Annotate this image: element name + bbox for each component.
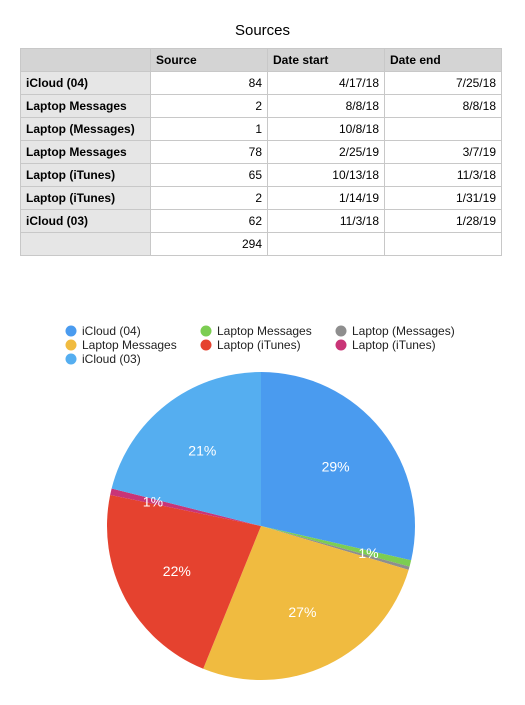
- legend-swatch: [200, 325, 212, 337]
- table-row: Laptop Messages 78 2/25/19 3/7/19: [20, 140, 502, 164]
- cell-date-end: [384, 117, 502, 141]
- cell-date-start: 2/25/19: [267, 140, 385, 164]
- cell-source: 2: [150, 94, 268, 118]
- legend-swatch: [65, 353, 77, 365]
- table-header-row: Source Date start Date end: [20, 48, 502, 72]
- chart-legend: iCloud (04) Laptop Messages Laptop (Messag…: [65, 324, 455, 366]
- cell-source: 62: [150, 209, 268, 233]
- header-date-end: Date end: [384, 48, 502, 72]
- cell-date-start: 1/14/19: [267, 186, 385, 210]
- pie-chart: iCloud (04) Laptop Messages Laptop (Messag…: [65, 324, 455, 681]
- pie-slice: [110, 488, 261, 526]
- pie-slice: [261, 526, 410, 570]
- legend-entry: iCloud (03): [82, 352, 141, 366]
- row-name: Laptop Messages: [20, 140, 151, 164]
- table-total-row: 294: [20, 232, 502, 256]
- pie-slice: [261, 526, 412, 567]
- cell-source: 1: [150, 117, 268, 141]
- slice-percent-label: 22%: [163, 563, 191, 579]
- table-row: Laptop (iTunes) 2 1/14/19 1/31/19: [20, 186, 502, 210]
- table-title: Sources: [234, 22, 291, 39]
- cell-date-end: 3/7/19: [384, 140, 502, 164]
- slice-percent-label: 1%: [358, 545, 378, 561]
- pie-labels: 29% 1% 27% 22% 1% 21%: [143, 443, 379, 620]
- cell-source: 84: [150, 71, 268, 95]
- cell-total: 294: [150, 232, 268, 256]
- cell-date-start: 8/8/18: [267, 94, 385, 118]
- pie-slices: [106, 372, 416, 681]
- table-row: Laptop (Messages) 1 10/8/18: [20, 117, 502, 141]
- row-name: iCloud (04): [20, 71, 151, 95]
- row-name: Laptop (Messages): [20, 117, 151, 141]
- cell-date-end: 1/28/19: [384, 209, 502, 233]
- total-row-name: [20, 232, 151, 256]
- legend-swatch: [335, 339, 347, 351]
- cell-date-end: 7/25/18: [384, 71, 502, 95]
- cell-date-start: 4/17/18: [267, 71, 385, 95]
- legend-entry: Laptop (iTunes): [352, 338, 436, 352]
- row-name: Laptop (iTunes): [20, 186, 151, 210]
- cell-date-start: 11/3/18: [267, 209, 385, 233]
- row-name: Laptop Messages: [20, 94, 151, 118]
- cell-source: 65: [150, 163, 268, 187]
- cell-source: 78: [150, 140, 268, 164]
- table-row: iCloud (04) 84 4/17/18 7/25/18: [20, 71, 502, 95]
- cell-empty: [267, 232, 385, 256]
- table-row: iCloud (03) 62 11/3/18 1/28/19: [20, 209, 502, 233]
- header-source: Source: [150, 48, 268, 72]
- cell-date-start: 10/8/18: [267, 117, 385, 141]
- pie-slice: [111, 372, 261, 526]
- cell-date-end: 8/8/18: [384, 94, 502, 118]
- legend-swatch: [335, 325, 347, 337]
- legend-entry: Laptop (Messages): [352, 324, 455, 338]
- cell-empty: [384, 232, 502, 256]
- header-date-start: Date start: [267, 48, 385, 72]
- pie-slice: [261, 372, 416, 561]
- cell-date-end: 1/31/19: [384, 186, 502, 210]
- cell-date-start: 10/13/18: [267, 163, 385, 187]
- slice-percent-label: 1%: [143, 493, 163, 509]
- row-name: iCloud (03): [20, 209, 151, 233]
- pie-slice: [106, 494, 261, 669]
- header-corner: [20, 48, 151, 72]
- legend-entry: Laptop Messages: [82, 338, 177, 352]
- cell-source: 2: [150, 186, 268, 210]
- legend-entry: iCloud (04): [82, 324, 141, 338]
- legend-entry: Laptop Messages: [217, 324, 312, 338]
- table-row: Laptop (iTunes) 65 10/13/18 11/3/18: [20, 163, 502, 187]
- slice-percent-label: 21%: [188, 443, 216, 459]
- pie-slice: [203, 526, 409, 681]
- table-row: Laptop Messages 2 8/8/18 8/8/18: [20, 94, 502, 118]
- legend-entry: Laptop (iTunes): [217, 338, 301, 352]
- legend-swatch: [200, 339, 212, 351]
- legend-swatch: [65, 339, 77, 351]
- slice-percent-label: 29%: [322, 459, 350, 475]
- cell-date-end: 11/3/18: [384, 163, 502, 187]
- row-name: Laptop (iTunes): [20, 163, 151, 187]
- legend-swatch: [65, 325, 77, 337]
- sources-table: Source Date start Date end iCloud (04) 8…: [20, 48, 502, 256]
- slice-percent-label: 27%: [288, 604, 316, 620]
